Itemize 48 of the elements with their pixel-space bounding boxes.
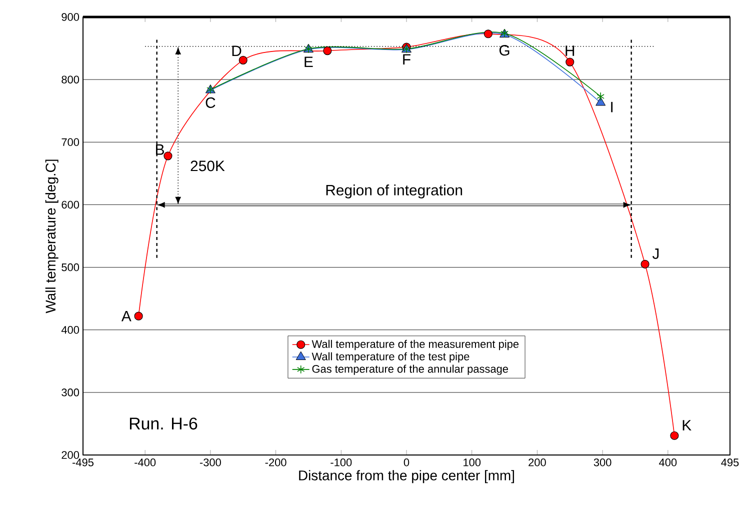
x-tick-label: 495 xyxy=(721,458,739,466)
annotation: G xyxy=(499,45,510,56)
annotation: K xyxy=(682,420,692,430)
legend-label: Wall temperature of the test pipe xyxy=(312,352,470,363)
x-tick-label: -200 xyxy=(265,458,286,466)
y-axis-title: Wall temperature [deg.C] xyxy=(45,160,58,314)
y-tick-label: 500 xyxy=(62,263,80,272)
y-tick-label: 400 xyxy=(61,326,80,334)
annotation: A xyxy=(121,310,132,322)
point xyxy=(323,46,332,56)
x-tick-label: -100 xyxy=(330,458,352,466)
annotation: C xyxy=(206,97,216,108)
y-tick-label: 600 xyxy=(62,200,80,209)
point xyxy=(670,431,679,440)
x-tick-label: 0 xyxy=(404,458,410,466)
annotation: J xyxy=(652,248,659,259)
y-tick-label: 800 xyxy=(62,76,80,84)
point xyxy=(238,56,248,64)
x-tick-label: -400 xyxy=(134,458,156,466)
annotation: D xyxy=(232,46,242,56)
point xyxy=(596,96,606,106)
x-tick-label: -495 xyxy=(72,458,94,466)
annotation: Region of integration xyxy=(326,184,462,198)
legend-label: Gas temperature of the annular passage xyxy=(312,364,508,375)
legend-label: Wall temperature of the measurement pipe xyxy=(312,340,519,350)
y-tick-label: 700 xyxy=(62,138,80,146)
annotation: I xyxy=(611,102,613,112)
x-tick-label: -300 xyxy=(200,458,221,466)
annotation: H xyxy=(566,46,574,56)
point xyxy=(134,312,143,320)
x-tick-label: 400 xyxy=(659,458,677,466)
x-tick-label: 300 xyxy=(594,458,612,466)
point xyxy=(164,152,172,160)
x-tick-label: 100 xyxy=(464,458,481,466)
y-tick-label: 900 xyxy=(62,13,80,21)
annotation: Run. H-6 xyxy=(130,418,198,430)
y-tick-label: 200 xyxy=(62,451,80,459)
annotation: F xyxy=(403,54,410,64)
annotation: 250K xyxy=(190,160,225,172)
point xyxy=(566,58,574,66)
annotation: B xyxy=(156,144,164,155)
x-tick-label: 200 xyxy=(528,458,546,466)
point xyxy=(596,92,604,101)
x-axis-title: Distance from the pipe center [mm] xyxy=(299,470,514,484)
point xyxy=(640,260,650,268)
y-tick-label: 300 xyxy=(62,388,80,396)
annotation: E xyxy=(304,56,313,67)
point xyxy=(484,30,492,38)
